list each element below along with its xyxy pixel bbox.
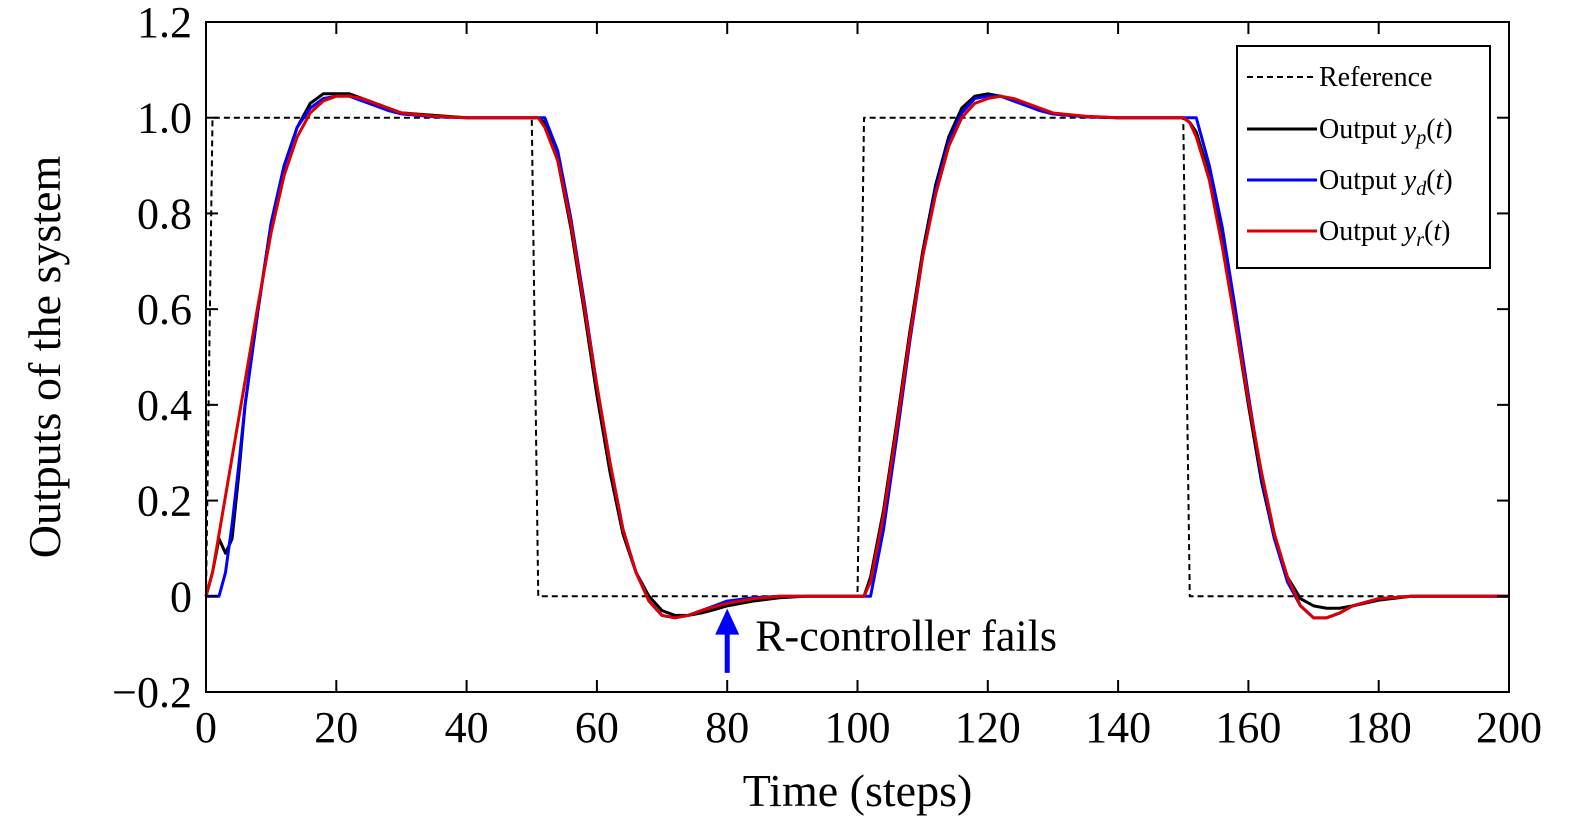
annotation-arrow-head (715, 608, 740, 635)
annotation-label: R-controller fails (755, 612, 1057, 661)
x-tick-label-0: 0 (195, 703, 217, 752)
x-tick-label-8: 160 (1215, 703, 1281, 752)
y-tick-label-0: −0.2 (112, 668, 192, 717)
x-tick-label-3: 60 (575, 703, 619, 752)
y-tick-label-4: 0.6 (137, 285, 192, 334)
plot-series-group (204, 92, 1509, 620)
y-tick-label-7: 1.2 (137, 0, 192, 47)
legend-label-3: Output yr(t) (1319, 216, 1450, 251)
series-line-3 (204, 94, 1509, 620)
x-tick-label-7: 140 (1085, 703, 1151, 752)
tick-labels-group: 0 20 40 60 80 100 120 140 160 180 200−0.200.20.40.… (112, 0, 1542, 752)
x-tick-label-1: 20 (314, 703, 358, 752)
y-tick-label-3: 0.4 (137, 381, 192, 430)
y-tick-label-1: 0 (170, 572, 192, 621)
x-tick-label-4: 80 (705, 703, 749, 752)
y-axis-title: Outputs of the system (19, 156, 70, 559)
x-axis-title: Time (steps) (743, 765, 973, 816)
x-tick-label-5: 100 (825, 703, 891, 752)
legend: Reference Output yp(t) Output yd(t) Output … (1236, 45, 1491, 269)
x-tick-label-6: 120 (955, 703, 1021, 752)
legend-label-1: Output yp(t) (1319, 114, 1453, 149)
y-tick-label-2: 0.2 (137, 477, 192, 526)
y-tick-label-5: 0.8 (137, 189, 192, 238)
legend-label-0: Reference (1319, 62, 1432, 93)
x-tick-label-2: 40 (445, 703, 489, 752)
y-tick-label-6: 1.0 (137, 94, 192, 143)
legend-label-2: Output yd(t) (1319, 165, 1453, 200)
annotation-group: R-controller fails (715, 608, 1057, 673)
x-tick-label-9: 180 (1346, 703, 1412, 752)
axis-ticks-group (205, 21, 1510, 693)
x-tick-label-10: 200 (1476, 703, 1542, 752)
